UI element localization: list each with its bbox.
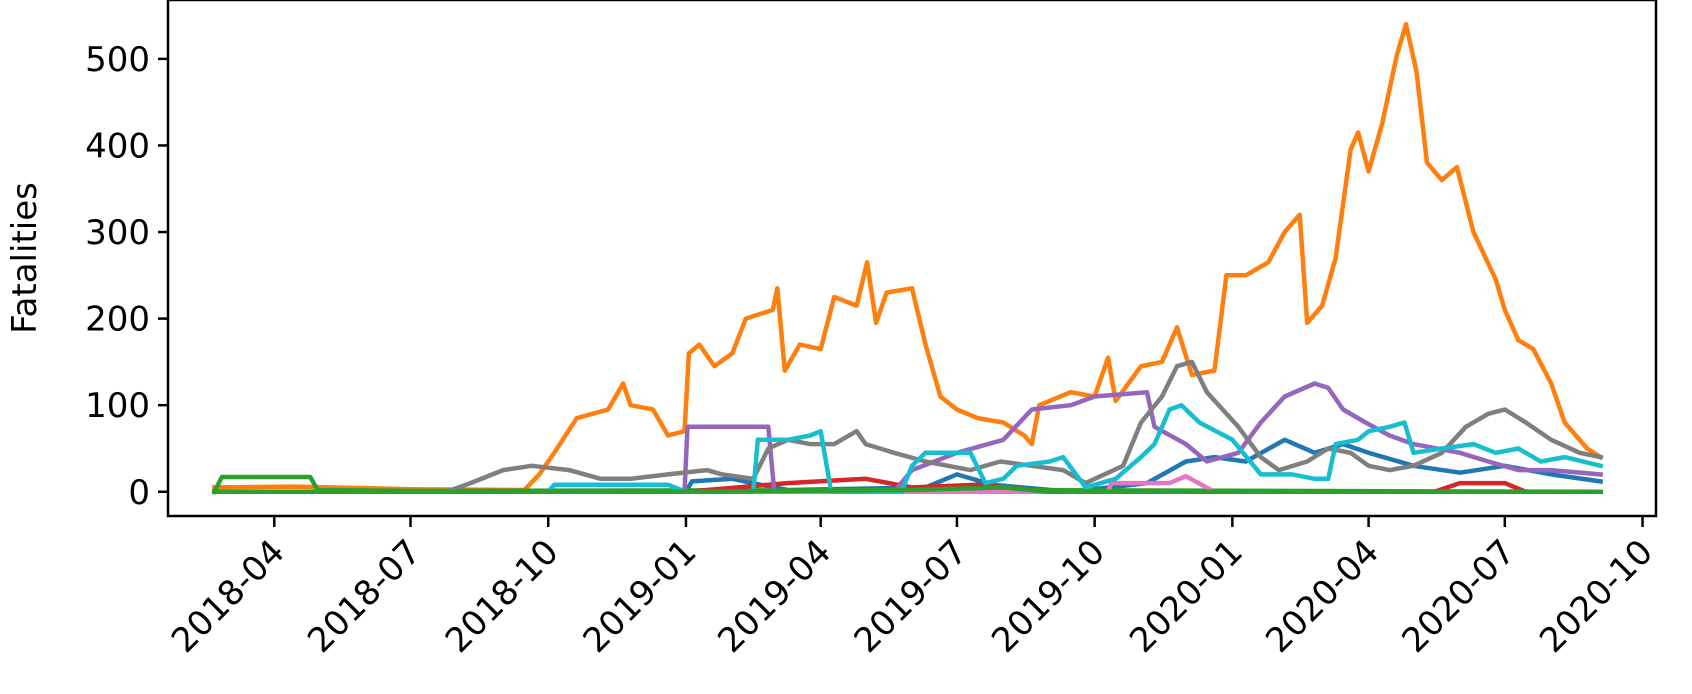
- x-tick-label: 2020-01: [1122, 532, 1251, 661]
- series-line-9: [212, 485, 1603, 495]
- x-tick-label: 2020-04: [1258, 532, 1387, 661]
- plot-frame: [166, 0, 1658, 518]
- x-tick-label: 2019-07: [847, 532, 976, 661]
- x-tick-label: 2018-10: [438, 532, 567, 661]
- y-axis-title: Fatalities: [5, 182, 45, 334]
- y-tick-label: 100: [85, 386, 150, 426]
- x-tick-label: 2019-10: [984, 532, 1113, 661]
- x-tick-label: 2019-01: [576, 532, 705, 661]
- y-tick-label: 400: [85, 126, 150, 166]
- y-tick-label: 500: [85, 40, 150, 80]
- x-axis: 2018-04 2018-07 2018-10 2019-01 2019-04 2019-…: [164, 516, 1661, 661]
- y-axis: 0 100 200 300 400 500: [85, 40, 168, 513]
- series-layer: [211, 21, 1604, 495]
- series-line-2: [212, 21, 1604, 493]
- y-tick-label: 300: [85, 213, 150, 253]
- x-tick-label: 2018-07: [300, 532, 429, 661]
- series-line-8: [212, 402, 1604, 495]
- series-line-7: [212, 359, 1604, 495]
- x-tick-label: 2020-10: [1532, 532, 1661, 661]
- series-line-1: [212, 437, 1604, 495]
- x-tick-label: 2019-04: [710, 532, 839, 661]
- x-tick-label: 2018-04: [164, 532, 293, 661]
- x-tick-label: 2020-07: [1394, 532, 1523, 661]
- y-tick-label: 0: [128, 473, 150, 513]
- y-tick-label: 200: [85, 300, 150, 340]
